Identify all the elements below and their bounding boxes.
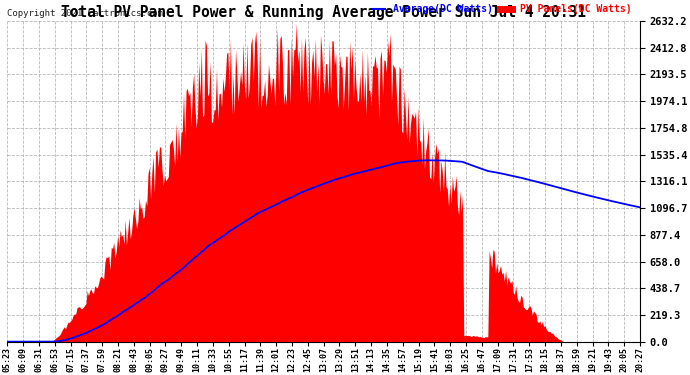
- Text: Copyright 2021 Cartronics.com: Copyright 2021 Cartronics.com: [8, 9, 163, 18]
- Legend: Average(DC Watts), PV Panels(DC Watts): Average(DC Watts), PV Panels(DC Watts): [369, 0, 635, 18]
- Title: Total PV Panel Power & Running Average Power Sun Jul 4 20:31: Total PV Panel Power & Running Average P…: [61, 4, 586, 20]
